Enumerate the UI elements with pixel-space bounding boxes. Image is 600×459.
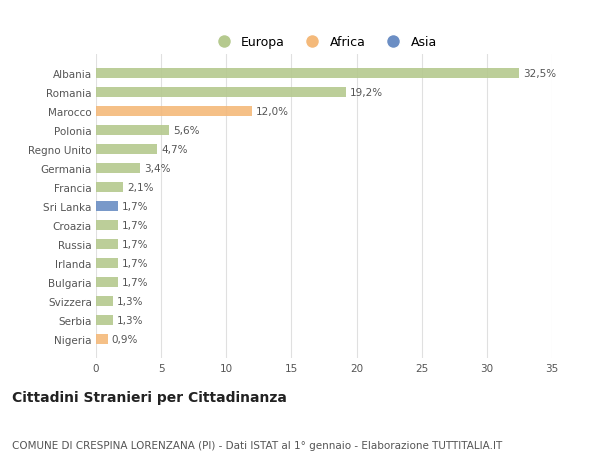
Bar [96, 334, 108, 344]
Text: Cittadini Stranieri per Cittadinanza: Cittadini Stranieri per Cittadinanza [12, 390, 287, 404]
Bar [96, 296, 113, 307]
Text: 1,7%: 1,7% [122, 240, 149, 249]
Legend: Europa, Africa, Asia: Europa, Africa, Asia [206, 31, 442, 54]
Text: 1,7%: 1,7% [122, 220, 149, 230]
Bar [96, 182, 124, 193]
Bar [96, 126, 169, 136]
Text: 4,7%: 4,7% [161, 145, 188, 155]
Bar [96, 239, 118, 250]
Bar [96, 277, 118, 287]
Text: 0,9%: 0,9% [112, 334, 138, 344]
Text: COMUNE DI CRESPINA LORENZANA (PI) - Dati ISTAT al 1° gennaio - Elaborazione TUTT: COMUNE DI CRESPINA LORENZANA (PI) - Dati… [12, 440, 502, 450]
Bar [96, 163, 140, 174]
Text: 1,7%: 1,7% [122, 277, 149, 287]
Bar [96, 220, 118, 231]
Bar [96, 202, 118, 212]
Bar [96, 258, 118, 269]
Text: 12,0%: 12,0% [256, 107, 289, 117]
Text: 32,5%: 32,5% [523, 69, 556, 79]
Text: 19,2%: 19,2% [350, 88, 383, 98]
Text: 3,4%: 3,4% [144, 164, 171, 174]
Text: 1,7%: 1,7% [122, 258, 149, 269]
Bar [96, 106, 253, 117]
Text: 5,6%: 5,6% [173, 126, 199, 136]
Bar [96, 315, 113, 325]
Bar [96, 69, 520, 79]
Text: 1,3%: 1,3% [117, 315, 143, 325]
Bar [96, 88, 346, 98]
Text: 2,1%: 2,1% [127, 183, 154, 193]
Bar [96, 145, 157, 155]
Text: 1,3%: 1,3% [117, 296, 143, 306]
Text: 1,7%: 1,7% [122, 202, 149, 212]
